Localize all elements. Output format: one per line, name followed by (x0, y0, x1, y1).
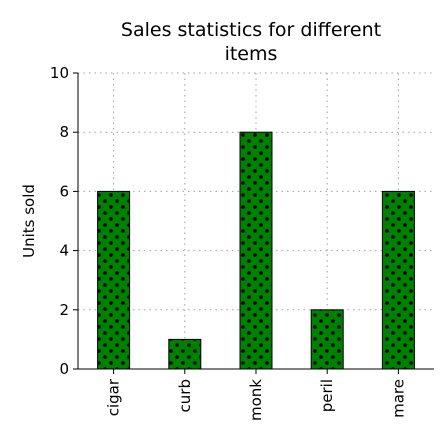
y-tick-label: 2 (59, 301, 69, 319)
chart-title-line-1: Sales statistics for different (121, 19, 381, 41)
x-tick-label-monk: monk (247, 379, 265, 421)
x-tick-labels: cigar curb monk peril mare (105, 378, 408, 421)
bar-peril (310, 309, 344, 370)
bar-cigar (97, 190, 131, 370)
bars (97, 131, 415, 370)
x-tick-label-peril: peril (318, 379, 336, 412)
x-tick-label-curb: curb (176, 379, 194, 412)
axes (73, 72, 434, 374)
bar-curb (168, 338, 202, 370)
y-tick-label: 6 (59, 182, 69, 200)
y-tick-label: 0 (59, 360, 69, 378)
chart-title-line-2: items (225, 43, 278, 65)
x-tick-label-mare: mare (389, 379, 407, 418)
y-tick-label: 10 (50, 64, 69, 82)
bar-mare (381, 190, 415, 370)
y-tick-label: 4 (59, 242, 69, 260)
y-tick-label: 8 (59, 123, 69, 141)
y-tick-labels: 0 2 4 6 8 10 (50, 64, 69, 378)
bar-monk (239, 131, 273, 370)
x-tick-label-cigar: cigar (105, 378, 123, 416)
y-axis-label: Units sold (20, 184, 38, 258)
